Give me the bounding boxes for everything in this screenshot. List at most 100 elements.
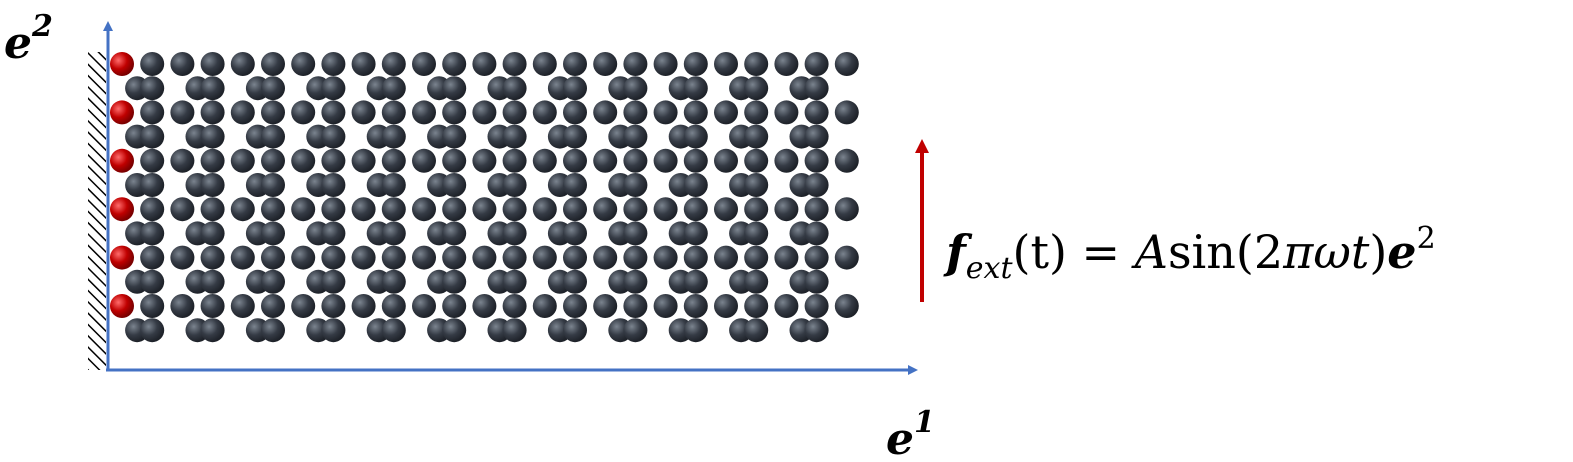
atom xyxy=(261,52,285,76)
atom xyxy=(502,52,527,76)
atom xyxy=(744,52,769,76)
atom xyxy=(200,221,225,246)
atom xyxy=(442,221,467,246)
atom xyxy=(804,148,829,173)
fixed-atom xyxy=(110,294,134,318)
atom xyxy=(321,294,346,318)
atom xyxy=(683,269,708,294)
atom xyxy=(351,148,376,173)
atom xyxy=(291,52,316,76)
atom xyxy=(563,269,587,294)
atom xyxy=(170,294,195,318)
atom xyxy=(563,197,587,222)
atom xyxy=(532,294,557,318)
atom xyxy=(502,148,527,173)
atom xyxy=(593,294,618,318)
atom xyxy=(261,294,285,318)
atom xyxy=(291,148,316,173)
atom xyxy=(683,100,708,125)
atom xyxy=(321,245,346,270)
atom xyxy=(321,221,346,246)
atom xyxy=(261,197,285,222)
atom xyxy=(412,100,436,125)
atom xyxy=(261,148,285,173)
atom xyxy=(683,52,708,76)
atom xyxy=(683,148,708,173)
atom xyxy=(804,124,829,149)
atom xyxy=(381,124,406,149)
atom xyxy=(774,197,799,222)
atom xyxy=(683,124,708,149)
atom xyxy=(140,245,165,270)
atom xyxy=(804,52,829,76)
atom xyxy=(170,52,195,76)
atom xyxy=(412,148,436,173)
atom xyxy=(442,318,467,343)
atom xyxy=(593,52,618,76)
atom xyxy=(804,221,829,246)
atom xyxy=(472,294,497,318)
atom xyxy=(230,245,255,270)
atom xyxy=(804,294,829,318)
atom xyxy=(472,52,497,76)
atom xyxy=(502,173,527,197)
atom xyxy=(230,197,255,222)
atom xyxy=(502,294,527,318)
atom xyxy=(442,100,467,125)
atom xyxy=(532,148,557,173)
atom xyxy=(381,269,406,294)
atom xyxy=(412,197,436,222)
atom xyxy=(683,197,708,222)
atom xyxy=(291,294,316,318)
atom xyxy=(714,294,738,318)
atom xyxy=(472,148,497,173)
atom xyxy=(714,245,738,270)
atom xyxy=(653,294,678,318)
atom xyxy=(381,318,406,343)
atom xyxy=(321,148,346,173)
atom xyxy=(653,197,678,222)
atom xyxy=(261,124,285,149)
atom xyxy=(502,269,527,294)
atom xyxy=(563,148,587,173)
atom xyxy=(321,76,346,101)
atom xyxy=(321,269,346,294)
atom xyxy=(563,52,587,76)
atom xyxy=(563,100,587,125)
atom xyxy=(230,52,255,76)
atom xyxy=(774,294,799,318)
atom xyxy=(140,76,165,101)
atom xyxy=(351,100,376,125)
atom xyxy=(321,173,346,197)
atom xyxy=(261,318,285,343)
atom xyxy=(623,124,648,149)
atom xyxy=(804,197,829,222)
atom xyxy=(563,318,587,343)
atom xyxy=(170,245,195,270)
atom xyxy=(593,148,618,173)
atom xyxy=(744,148,769,173)
atom xyxy=(502,124,527,149)
atom xyxy=(563,124,587,149)
atom xyxy=(502,76,527,101)
atom xyxy=(623,100,648,125)
atom xyxy=(321,100,346,125)
atom xyxy=(714,197,738,222)
atom xyxy=(774,245,799,270)
atom xyxy=(261,100,285,125)
atom xyxy=(744,124,769,149)
atom xyxy=(774,52,799,76)
atom xyxy=(744,197,769,222)
atom xyxy=(442,124,467,149)
atom xyxy=(744,173,769,197)
atom xyxy=(170,197,195,222)
atom xyxy=(804,245,829,270)
atom xyxy=(261,76,285,101)
atom xyxy=(442,269,467,294)
atom xyxy=(200,148,225,173)
atom xyxy=(563,245,587,270)
e2-axis-label: e2 xyxy=(4,9,53,69)
atom xyxy=(381,245,406,270)
atom xyxy=(623,76,648,101)
